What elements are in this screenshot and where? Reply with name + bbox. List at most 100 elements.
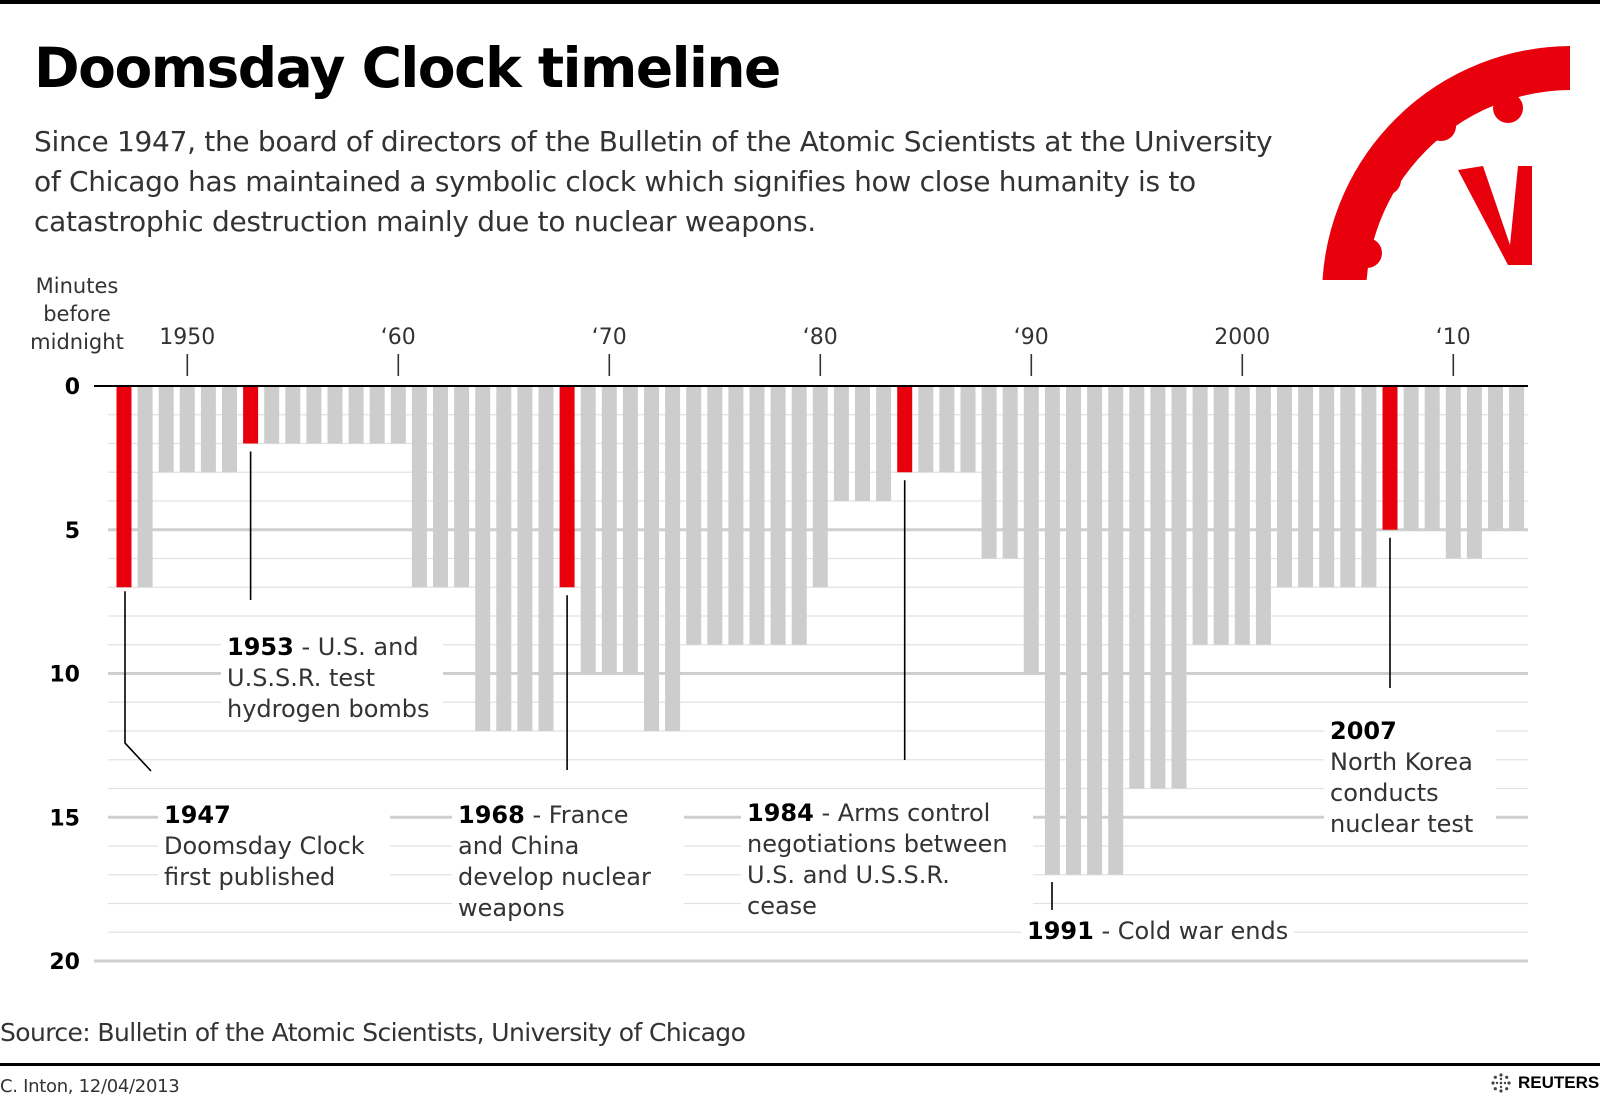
bar bbox=[1234, 386, 1250, 645]
x-tick-label: 2000 bbox=[1214, 325, 1270, 350]
bar bbox=[876, 386, 892, 501]
top-rule bbox=[0, 0, 1600, 4]
x-tick-label: ‘60 bbox=[381, 325, 416, 350]
bar bbox=[939, 386, 955, 473]
bar bbox=[411, 386, 427, 588]
bar bbox=[390, 386, 406, 444]
bar bbox=[369, 386, 385, 444]
bar bbox=[1488, 386, 1503, 530]
bar bbox=[1129, 386, 1145, 789]
x-tick-label: ‘90 bbox=[1014, 325, 1049, 350]
bar bbox=[1108, 386, 1124, 875]
y-axis-label: Minutes before midnight bbox=[30, 274, 124, 354]
x-tick-label: ‘80 bbox=[803, 325, 838, 350]
bar bbox=[981, 386, 997, 559]
y-tick-label: 20 bbox=[49, 950, 80, 975]
doomsday-chart: 0 5 10 15 20 1950 ‘60 ‘70 ‘80 ‘90 2000 ‘10 bbox=[49, 325, 1528, 975]
bar bbox=[538, 386, 554, 731]
bar bbox=[770, 386, 786, 645]
annotation-text: - France and China develop nuclear weapo… bbox=[458, 801, 651, 922]
bar bbox=[496, 386, 512, 731]
doomsday-clock-icon bbox=[1322, 46, 1570, 280]
bar bbox=[1466, 386, 1482, 559]
bar bbox=[665, 386, 681, 731]
bar bbox=[1298, 386, 1314, 588]
bar bbox=[1066, 386, 1081, 875]
annotation-2007: 2007 North Korea conducts nuclear test bbox=[1324, 716, 1496, 840]
bar bbox=[791, 386, 807, 645]
highlight-bar bbox=[243, 386, 259, 444]
bar bbox=[855, 386, 870, 501]
bar bbox=[707, 386, 723, 645]
bar bbox=[601, 386, 617, 674]
bar bbox=[306, 386, 322, 444]
annotation-year: 1968 bbox=[458, 801, 525, 829]
bar bbox=[1277, 386, 1292, 588]
page-subtitle: Since 1947, the board of directors of th… bbox=[34, 125, 1273, 238]
bar bbox=[475, 386, 491, 731]
annotation-year: 1984 bbox=[747, 799, 814, 827]
annotation-text: Doomsday Clock first published bbox=[164, 832, 365, 891]
bar bbox=[1424, 386, 1440, 530]
bar bbox=[285, 386, 301, 444]
y-tick-label: 0 bbox=[65, 375, 80, 400]
bar bbox=[1192, 386, 1208, 645]
brand: REUTERS bbox=[1490, 1072, 1599, 1094]
bar bbox=[1361, 386, 1377, 588]
bar bbox=[1044, 386, 1060, 875]
bar bbox=[812, 386, 828, 588]
bar bbox=[200, 386, 216, 473]
bar bbox=[158, 386, 174, 473]
bar bbox=[622, 386, 638, 674]
bar bbox=[580, 386, 596, 674]
bar bbox=[1509, 386, 1525, 530]
bar bbox=[1087, 386, 1103, 875]
bar bbox=[1255, 386, 1271, 645]
bottom-rule bbox=[0, 1063, 1600, 1066]
bar bbox=[960, 386, 976, 473]
x-tick-label: ‘70 bbox=[592, 325, 627, 350]
bar bbox=[644, 386, 659, 731]
credit-line: C. Inton, 12/04/2013 bbox=[0, 1076, 180, 1097]
bar bbox=[1023, 386, 1039, 674]
bar bbox=[833, 386, 849, 501]
y-tick-label: 5 bbox=[65, 519, 80, 544]
annotation-text: - Arms control negotiations between U.S.… bbox=[747, 799, 1008, 920]
highlight-bar bbox=[116, 386, 132, 588]
annotation-1991: 1991 - Cold war ends bbox=[1021, 916, 1295, 947]
bar bbox=[749, 386, 765, 645]
bar bbox=[686, 386, 702, 645]
bar bbox=[918, 386, 934, 473]
leader-line bbox=[124, 591, 152, 772]
annotation-year: 1991 bbox=[1027, 917, 1094, 945]
reuters-logo-icon bbox=[1491, 1073, 1511, 1093]
page-title: Doomsday Clock timeline bbox=[34, 36, 781, 100]
source-note: Source: Bulletin of the Atomic Scientist… bbox=[0, 1018, 746, 1047]
bar bbox=[1213, 386, 1229, 645]
annotation-text: - U.S. and U.S.S.R. test hydrogen bombs bbox=[227, 633, 430, 723]
bar bbox=[264, 386, 280, 444]
bar bbox=[1002, 386, 1018, 559]
bar bbox=[517, 386, 533, 731]
x-tick-label: ‘10 bbox=[1436, 325, 1471, 350]
annotation-year: 1947 bbox=[164, 801, 231, 829]
bar bbox=[179, 386, 195, 473]
bar bbox=[433, 386, 448, 588]
highlight-bar bbox=[559, 386, 575, 588]
bar bbox=[1445, 386, 1461, 559]
annotation-1953: 1953 - U.S. and U.S.S.R. test hydrogen b… bbox=[221, 632, 443, 725]
bar bbox=[1340, 386, 1356, 588]
annotation-1968: 1968 - France and China develop nuclear … bbox=[452, 800, 684, 924]
highlight-bar bbox=[897, 386, 913, 473]
annotation-text: - Cold war ends bbox=[1101, 917, 1289, 945]
bar bbox=[348, 386, 364, 444]
brand-name: REUTERS bbox=[1518, 1073, 1600, 1092]
bar bbox=[222, 386, 237, 473]
bar bbox=[137, 386, 153, 588]
bar bbox=[1403, 386, 1419, 530]
annotation-1984: 1984 - Arms control negotiations between… bbox=[741, 798, 1033, 922]
bar bbox=[728, 386, 744, 645]
bar bbox=[1319, 386, 1335, 588]
x-tick-label: 1950 bbox=[159, 325, 215, 350]
bar bbox=[1150, 386, 1166, 789]
